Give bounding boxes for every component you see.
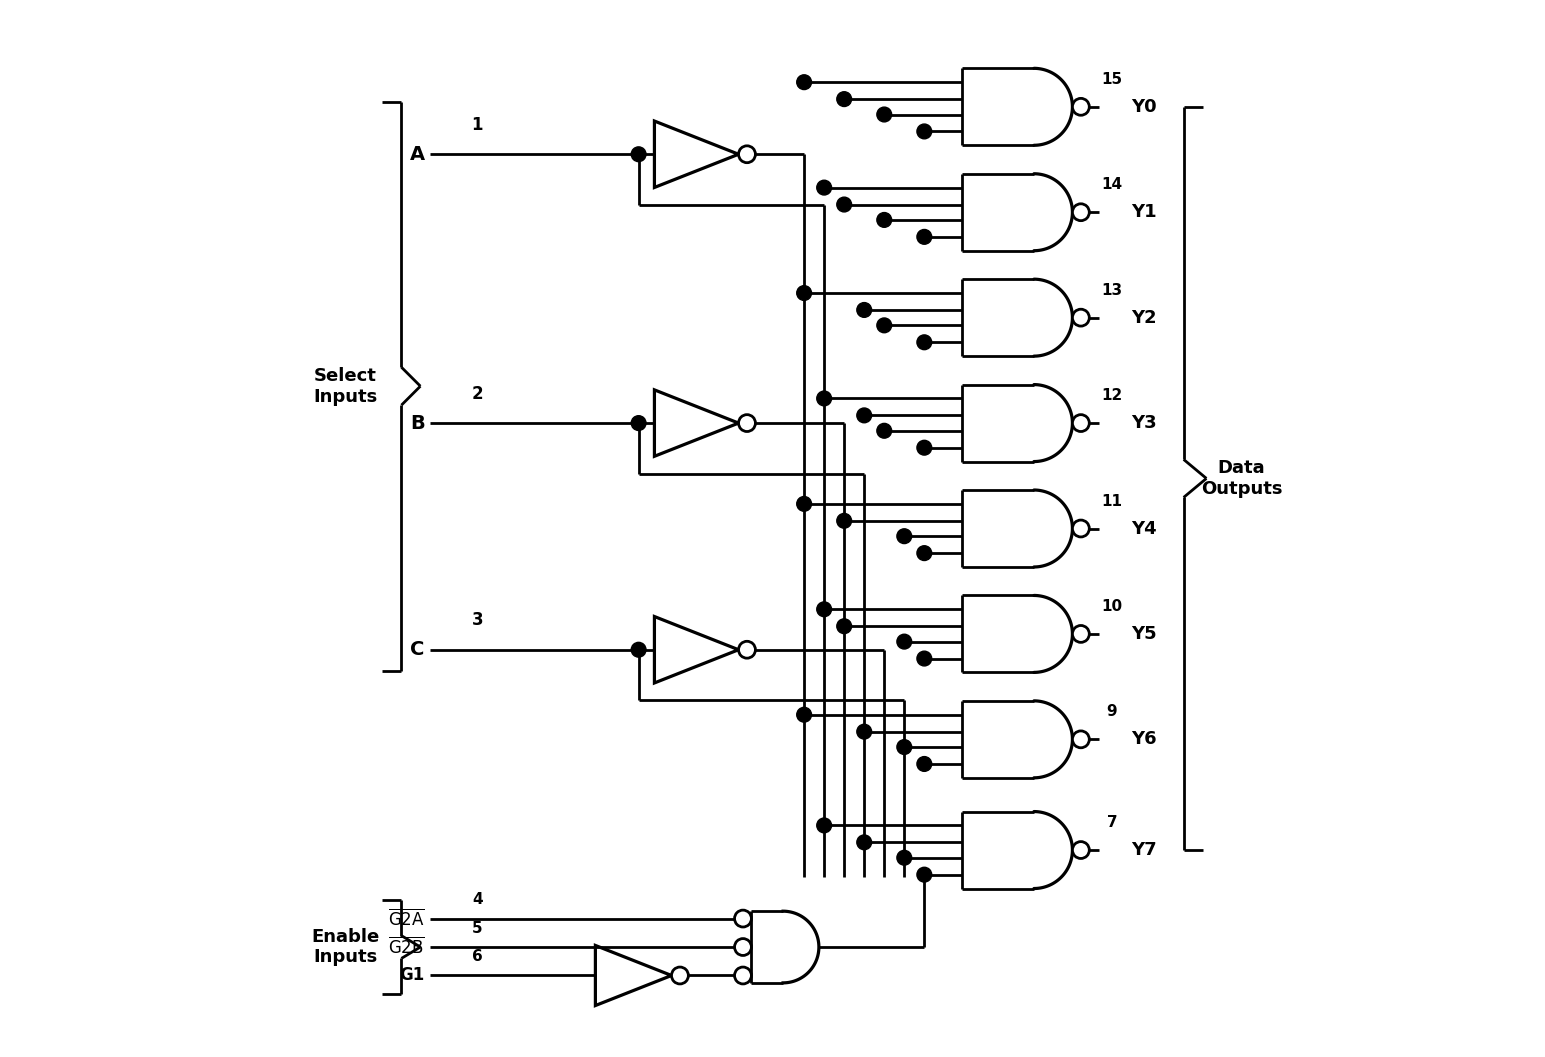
Text: Y0: Y0	[1131, 98, 1157, 116]
Circle shape	[916, 441, 932, 456]
Circle shape	[734, 939, 751, 956]
Circle shape	[837, 198, 851, 211]
Circle shape	[916, 868, 932, 882]
Circle shape	[916, 229, 932, 244]
Circle shape	[878, 212, 891, 227]
Text: A: A	[409, 145, 425, 164]
Text: 12: 12	[1102, 388, 1123, 403]
Circle shape	[1072, 626, 1089, 643]
Text: Data
Outputs: Data Outputs	[1200, 459, 1282, 498]
Text: B: B	[409, 413, 425, 432]
Text: 6: 6	[471, 949, 482, 964]
Text: 11: 11	[1102, 494, 1123, 508]
Circle shape	[916, 757, 932, 772]
Text: 14: 14	[1102, 178, 1123, 192]
Text: Select
Inputs: Select Inputs	[314, 367, 377, 406]
Circle shape	[916, 124, 932, 138]
Circle shape	[878, 107, 891, 122]
Circle shape	[1072, 414, 1089, 431]
Text: 4: 4	[473, 892, 482, 907]
Circle shape	[916, 335, 932, 350]
Text: Y6: Y6	[1131, 730, 1157, 748]
Circle shape	[837, 618, 851, 633]
Circle shape	[1072, 98, 1089, 115]
Text: 15: 15	[1102, 72, 1123, 87]
Circle shape	[898, 850, 912, 865]
Text: 1: 1	[471, 115, 484, 134]
Circle shape	[878, 424, 891, 439]
Circle shape	[857, 724, 871, 739]
Text: $\overline{\mathrm{G2B}}$: $\overline{\mathrm{G2B}}$	[388, 937, 425, 958]
Circle shape	[739, 642, 756, 659]
Circle shape	[1072, 841, 1089, 858]
Circle shape	[817, 818, 831, 833]
Text: C: C	[411, 641, 425, 660]
Text: Y7: Y7	[1131, 841, 1157, 859]
Circle shape	[734, 967, 751, 984]
Circle shape	[1072, 310, 1089, 327]
Text: Y1: Y1	[1131, 203, 1157, 221]
Circle shape	[817, 391, 831, 406]
Circle shape	[672, 967, 689, 984]
Circle shape	[817, 601, 831, 616]
Circle shape	[734, 910, 751, 927]
Circle shape	[898, 740, 912, 755]
Text: 2: 2	[471, 385, 484, 403]
Circle shape	[857, 408, 871, 423]
Text: 10: 10	[1102, 599, 1123, 614]
Circle shape	[797, 75, 811, 90]
Circle shape	[797, 707, 811, 722]
Circle shape	[857, 835, 871, 850]
Circle shape	[1072, 520, 1089, 537]
Circle shape	[632, 415, 646, 430]
Circle shape	[739, 414, 756, 431]
Text: 3: 3	[471, 611, 484, 629]
Circle shape	[632, 147, 646, 162]
Circle shape	[1072, 730, 1089, 747]
Circle shape	[916, 545, 932, 560]
Circle shape	[632, 643, 646, 657]
Text: Y5: Y5	[1131, 625, 1157, 643]
Text: 5: 5	[473, 921, 482, 935]
Circle shape	[837, 92, 851, 107]
Text: G1: G1	[399, 966, 425, 984]
Text: Enable
Inputs: Enable Inputs	[312, 928, 380, 966]
Circle shape	[797, 497, 811, 512]
Circle shape	[817, 181, 831, 194]
Text: 9: 9	[1106, 704, 1117, 720]
Circle shape	[898, 528, 912, 543]
Circle shape	[857, 302, 871, 317]
Circle shape	[739, 146, 756, 163]
Circle shape	[898, 634, 912, 649]
Circle shape	[916, 651, 932, 666]
Text: Y4: Y4	[1131, 519, 1157, 538]
Text: 13: 13	[1102, 282, 1123, 298]
Circle shape	[797, 285, 811, 300]
Circle shape	[837, 514, 851, 528]
Text: Y3: Y3	[1131, 414, 1157, 432]
Circle shape	[1072, 204, 1089, 221]
Text: Y2: Y2	[1131, 309, 1157, 327]
Circle shape	[878, 318, 891, 333]
Text: 7: 7	[1106, 815, 1117, 830]
Text: $\overline{\mathrm{G2A}}$: $\overline{\mathrm{G2A}}$	[388, 908, 425, 929]
